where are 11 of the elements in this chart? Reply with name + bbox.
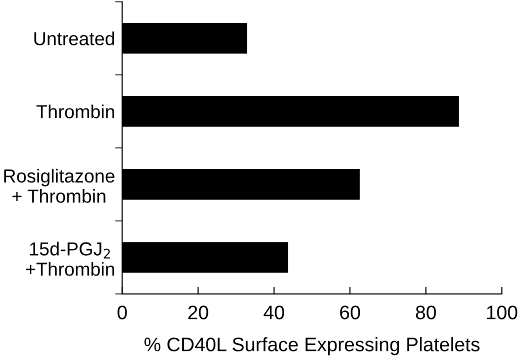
x-tick-label: 60 — [340, 306, 360, 320]
y-tick-label: Untreated — [34, 32, 114, 46]
y-tick-label: 15d-PGJ$_{2}$ +Thrombin — [26, 242, 114, 276]
x-tick-label: 40 — [264, 306, 284, 320]
x-tick-label: 80 — [416, 306, 436, 320]
y-tick-label: Thrombin — [36, 104, 114, 118]
x-tick-label: 20 — [188, 306, 208, 320]
x-axis-title: % CD40L Surface Expressing Platelets — [144, 337, 480, 356]
x-tick-label: 100 — [487, 306, 518, 320]
x-tick-label: 0 — [118, 306, 127, 320]
y-tick-label: Rosiglitazone + Thrombin — [4, 168, 114, 203]
